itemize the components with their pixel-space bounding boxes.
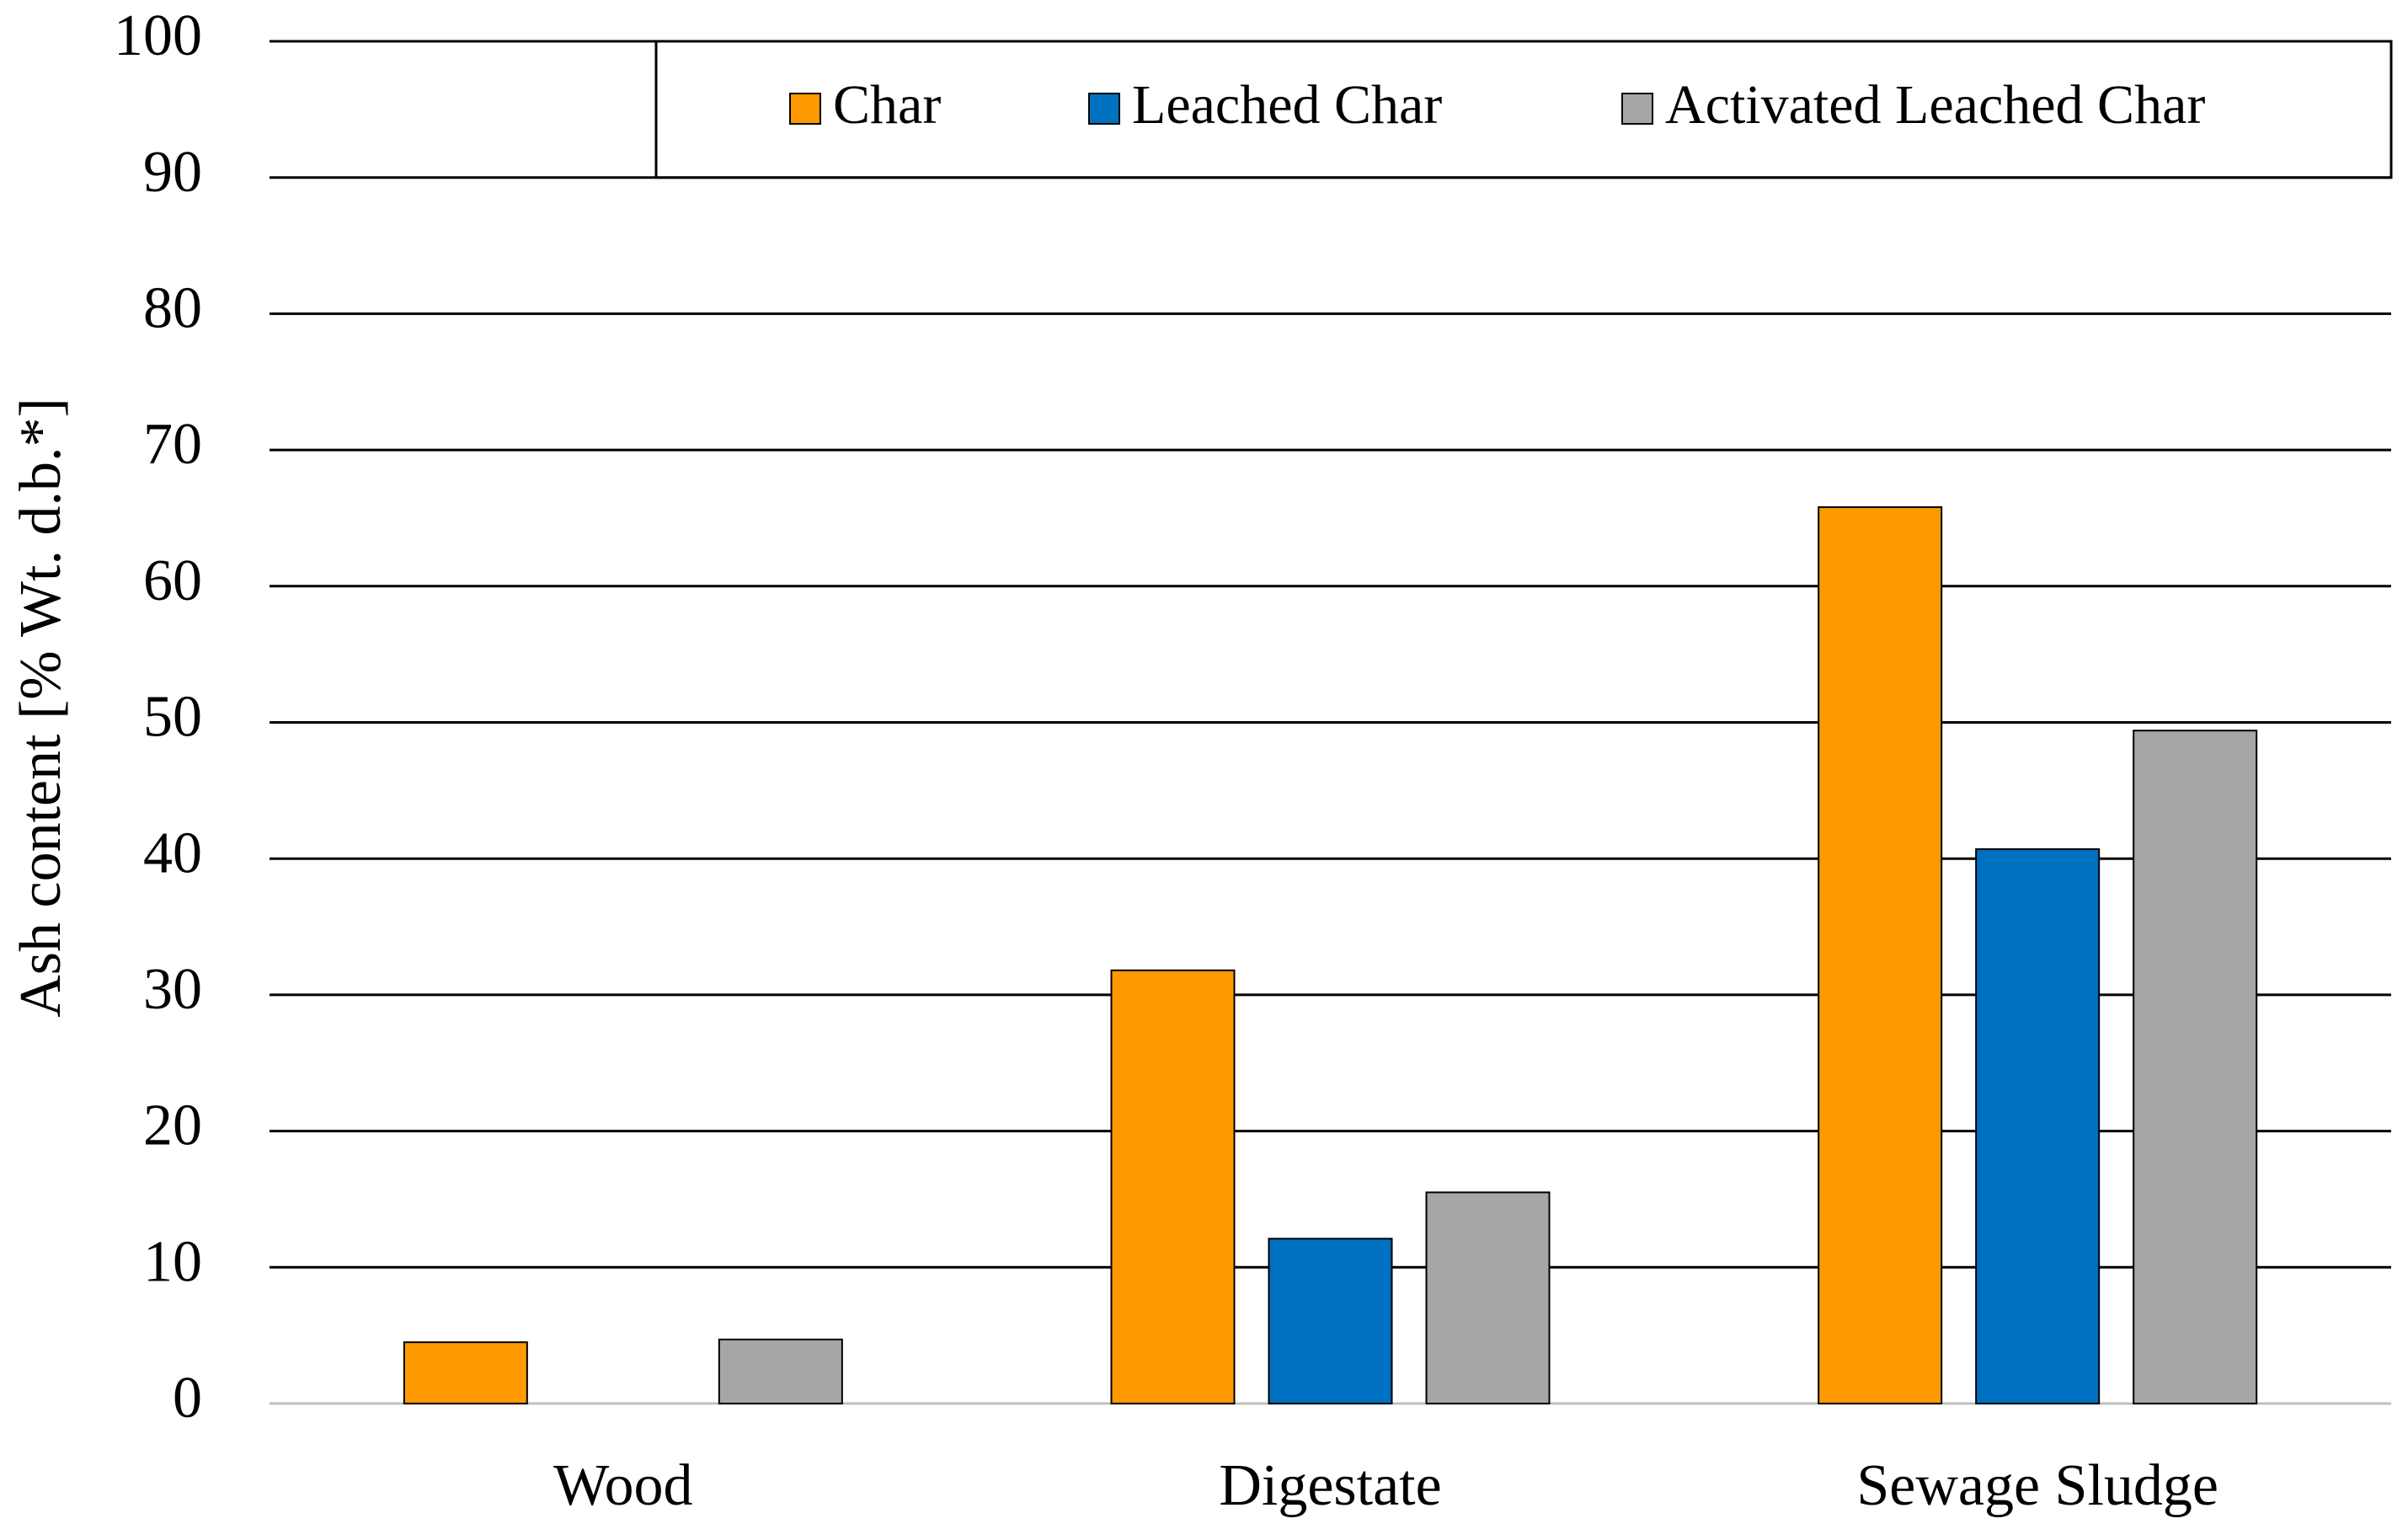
y-axis-label: Ash content [% Wt. d.b.*]: [8, 398, 73, 1018]
y-tick-label: 0: [173, 1366, 202, 1430]
legend-swatch: [1621, 93, 1653, 125]
y-tick-label: 20: [143, 1094, 202, 1158]
legend-label: Leached Char: [1132, 74, 1442, 136]
legend-swatch: [789, 93, 821, 125]
bar: [1975, 848, 2101, 1404]
bar: [2133, 730, 2258, 1404]
bar: [718, 1339, 843, 1404]
y-tick-label: 10: [143, 1229, 202, 1294]
y-tick-label: 100: [114, 3, 202, 68]
legend-swatch: [1088, 93, 1120, 125]
x-tick-label: Digestate: [1219, 1453, 1441, 1518]
y-tick-label: 40: [143, 821, 202, 885]
y-tick-label: 60: [143, 548, 202, 613]
y-tick-label: 80: [143, 275, 202, 340]
legend-label: Activated Leached Char: [1665, 74, 2205, 136]
bar: [1110, 969, 1236, 1404]
bar: [1818, 506, 1943, 1404]
bar: [403, 1341, 528, 1404]
legend-box: [654, 40, 2393, 179]
y-tick-label: 90: [143, 140, 202, 205]
bar: [1425, 1191, 1551, 1404]
legend-label: Char: [833, 74, 941, 136]
bar: [1268, 1238, 1393, 1405]
y-tick-label: 50: [143, 685, 202, 750]
x-tick-label: Sewage Sludge: [1856, 1453, 2218, 1518]
y-tick-label: 70: [143, 412, 202, 477]
y-tick-label: 30: [143, 957, 202, 1022]
x-tick-label: Wood: [553, 1453, 692, 1518]
